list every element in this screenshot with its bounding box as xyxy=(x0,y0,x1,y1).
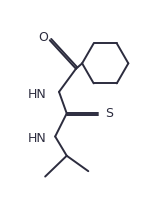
Text: S: S xyxy=(105,107,113,120)
Text: HN: HN xyxy=(28,88,47,101)
Text: O: O xyxy=(39,31,49,44)
Text: HN: HN xyxy=(28,132,47,145)
